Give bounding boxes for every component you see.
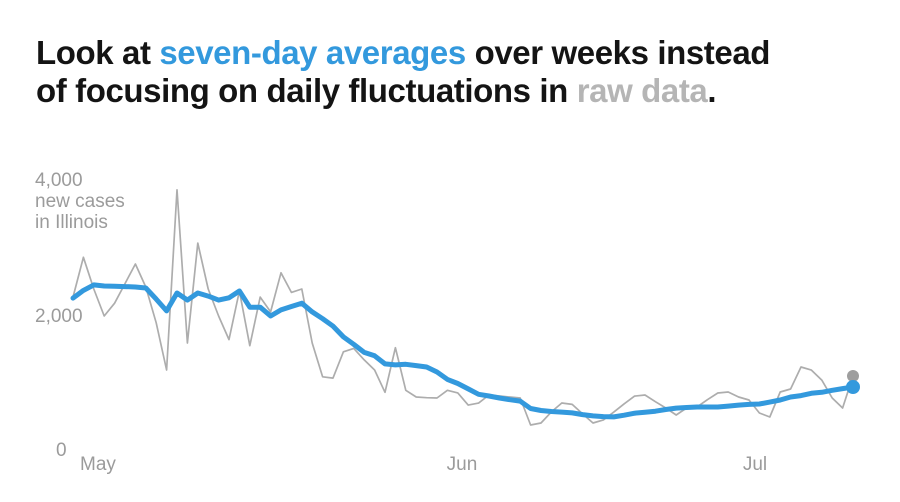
y-axis-unit-line-1: new cases bbox=[35, 191, 125, 212]
raw-endpoint-dot bbox=[847, 370, 859, 383]
title-segment: over weeks instead bbox=[465, 34, 771, 71]
chart-title: Look at seven-day averages over weeks in… bbox=[36, 34, 876, 110]
y-axis-unit-line-2: in Illinois bbox=[35, 212, 108, 233]
title-segment: Look at bbox=[36, 34, 160, 71]
title-segment-seven-day-averages: seven-day averages bbox=[159, 34, 466, 71]
average-endpoint-dot bbox=[846, 380, 860, 395]
title-line-1: Look at seven-day averages over weeks in… bbox=[36, 34, 770, 71]
y-tick-label-2000: 2,000 bbox=[35, 306, 83, 327]
title-segment: . bbox=[707, 72, 717, 109]
title-segment: of focusing on daily fluctuations in bbox=[36, 72, 577, 109]
title-segment-raw-data: raw data bbox=[576, 72, 708, 109]
title-line-2: of focusing on daily fluctuations in raw… bbox=[36, 72, 717, 109]
x-tick-label-may: May bbox=[80, 454, 116, 475]
y-axis-label-block: 4,000 new cases in Illinois bbox=[35, 170, 125, 233]
y-tick-label-0: 0 bbox=[56, 440, 67, 461]
y-tick-label-4000: 4,000 bbox=[35, 170, 83, 191]
x-tick-label-jul: Jul bbox=[742, 454, 768, 475]
raw-data-line bbox=[72, 188, 854, 426]
average-line bbox=[70, 282, 856, 420]
x-tick-label-jun: Jun bbox=[446, 454, 478, 475]
